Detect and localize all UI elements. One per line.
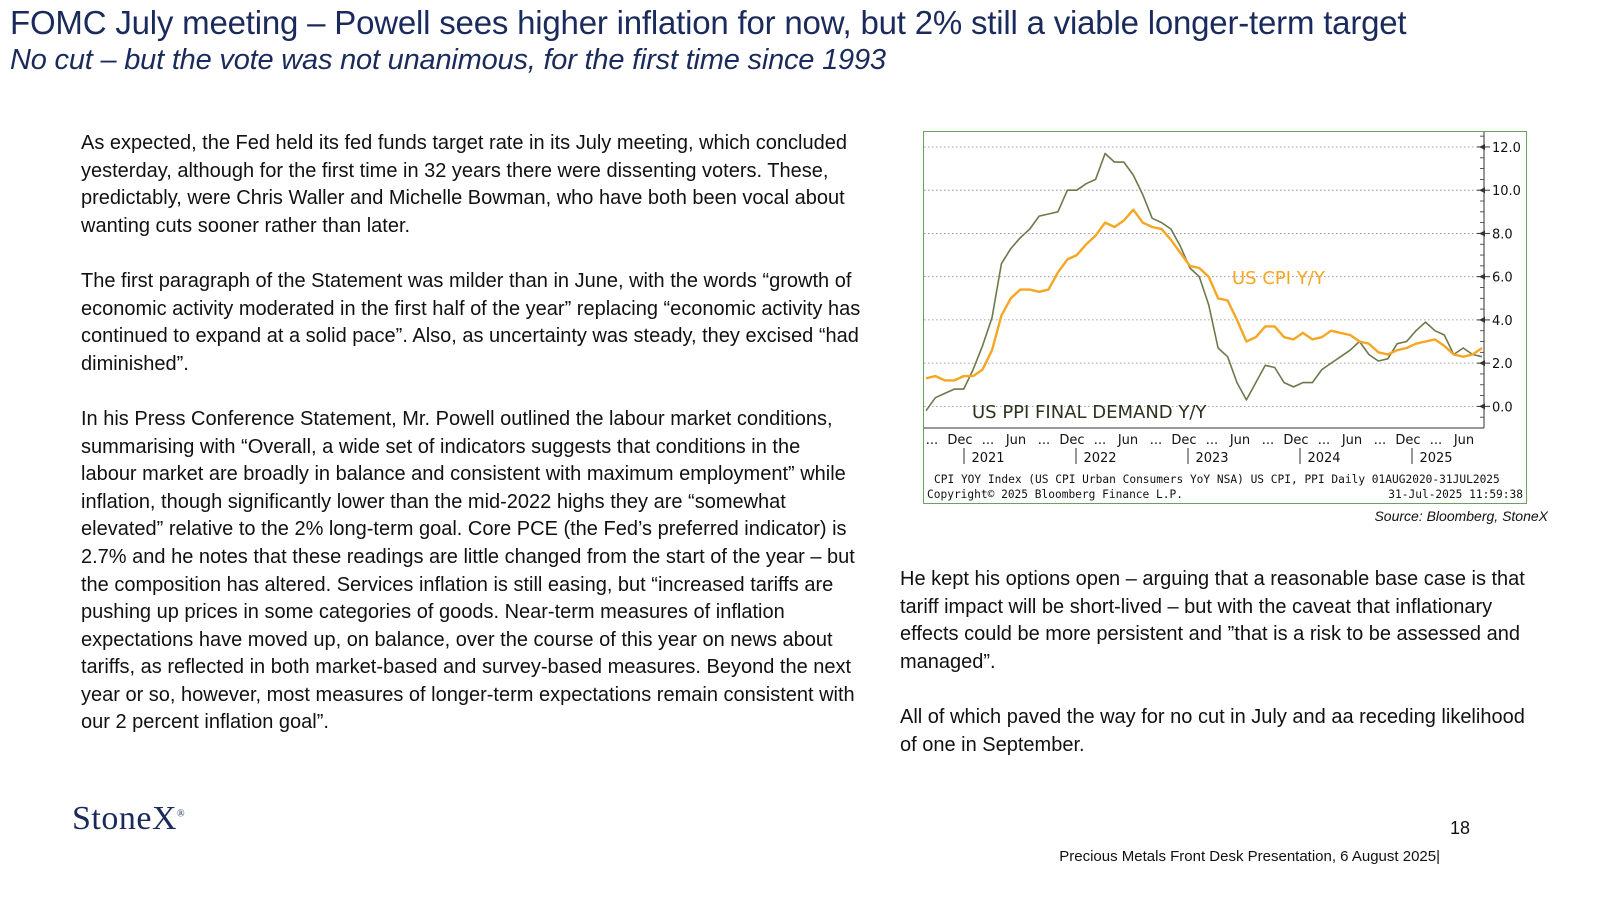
slide-title: FOMC July meeting – Powell sees higher i…	[10, 4, 1407, 41]
y-tick-label: 12.0	[1492, 141, 1521, 156]
x-tick-label: ...	[1262, 433, 1274, 448]
x-tick-label: Dec	[1059, 433, 1084, 448]
x-tick-label: ...	[926, 433, 938, 448]
y-tick-label: 10.0	[1492, 184, 1521, 199]
x-tick-label: Dec	[947, 433, 972, 448]
chart-footer-line1: CPI YOY Index (US CPI Urban Consumers Yo…	[934, 473, 1500, 486]
y-tick-label: 0.0	[1492, 400, 1513, 415]
x-tick-label: ...	[1206, 433, 1218, 448]
right-paragraph-2: All of which paved the way for no cut in…	[900, 705, 1525, 756]
inflation-chart: 12.0 10.0 8.0 6.0 4.0 2.0 0.0... Dec... Jun... De…	[923, 131, 1527, 504]
chart-gridlines	[924, 146, 1484, 407]
x-tick-label: ...	[982, 433, 994, 448]
chart-axes: 12.0 10.0 8.0 6.0 4.0 2.0 0.0... Dec... Jun... De…	[924, 132, 1521, 466]
left-paragraph-3: In his Press Conference Statement, Mr. P…	[81, 407, 855, 734]
right-paragraph-1: He kept his options open – arguing that …	[900, 568, 1525, 673]
y-tick-label: 4.0	[1492, 314, 1513, 329]
y-tick-arrow	[1479, 230, 1485, 237]
slide-subtitle: No cut – but the vote was not unanimous,…	[10, 44, 886, 76]
x-tick-label: Jun	[1453, 433, 1474, 448]
cpi-series-line	[925, 208, 1483, 382]
ppi-series-line	[925, 152, 1483, 412]
x-tick-label: ...	[1374, 433, 1386, 448]
right-text-column: He kept his options open – arguing that …	[900, 566, 1540, 787]
x-year-label: 2021	[971, 451, 1004, 466]
x-tick-label: Jun	[1117, 433, 1138, 448]
y-tick-arrow	[1479, 316, 1485, 323]
x-year-label: 2025	[1419, 451, 1452, 466]
logo-text: StoneX	[72, 800, 177, 837]
left-text-column: As expected, the Fed held its fed funds …	[81, 130, 861, 765]
stonex-logo: StoneX®	[72, 800, 185, 838]
x-tick-label: Dec	[1395, 433, 1420, 448]
chart-footer-timestamp: 31-Jul-2025 11:59:38	[1388, 488, 1523, 501]
presentation-footer: Precious Metals Front Desk Presentation,…	[1059, 848, 1440, 865]
x-tick-label: ...	[1150, 433, 1162, 448]
page-number: 18	[1449, 818, 1471, 838]
x-tick-label: Jun	[1005, 433, 1026, 448]
chart-footer-copyright: Copyright© 2025 Bloomberg Finance L.P.	[927, 488, 1183, 501]
x-tick-label: ...	[1430, 433, 1442, 448]
y-tick-arrow	[1479, 360, 1485, 367]
x-tick-label: Jun	[1341, 433, 1362, 448]
x-tick-label: Jun	[1229, 433, 1250, 448]
x-tick-label: Dec	[1171, 433, 1196, 448]
cpi-series-label: US CPI Y/Y	[1232, 268, 1326, 289]
y-tick-label: 6.0	[1492, 271, 1513, 286]
x-year-label: 2024	[1307, 451, 1340, 466]
x-year-label: 2023	[1195, 451, 1228, 466]
y-tick-arrow	[1479, 187, 1485, 194]
ppi-series-label: US PPI FINAL DEMAND Y/Y	[972, 402, 1207, 423]
logo-registered-mark: ®	[177, 808, 186, 820]
chart-svg: 12.0 10.0 8.0 6.0 4.0 2.0 0.0... Dec... Jun... De…	[924, 132, 1523, 501]
y-tick-label: 2.0	[1492, 357, 1513, 372]
y-tick-label: 8.0	[1492, 227, 1513, 242]
left-paragraph-2: The first paragraph of the Statement was…	[81, 269, 861, 375]
y-tick-arrow	[1479, 403, 1485, 410]
left-paragraph-1: As expected, the Fed held its fed funds …	[81, 132, 847, 237]
x-tick-label: ...	[1094, 433, 1106, 448]
x-tick-label: ...	[1318, 433, 1330, 448]
chart-source-note: Source: Bloomberg, StoneX	[1374, 508, 1548, 524]
y-tick-arrow	[1479, 273, 1485, 280]
x-tick-label: ...	[1038, 433, 1050, 448]
x-tick-label: Dec	[1283, 433, 1308, 448]
x-year-label: 2022	[1083, 451, 1116, 466]
chart-series	[925, 152, 1483, 412]
y-tick-arrow	[1479, 143, 1485, 150]
